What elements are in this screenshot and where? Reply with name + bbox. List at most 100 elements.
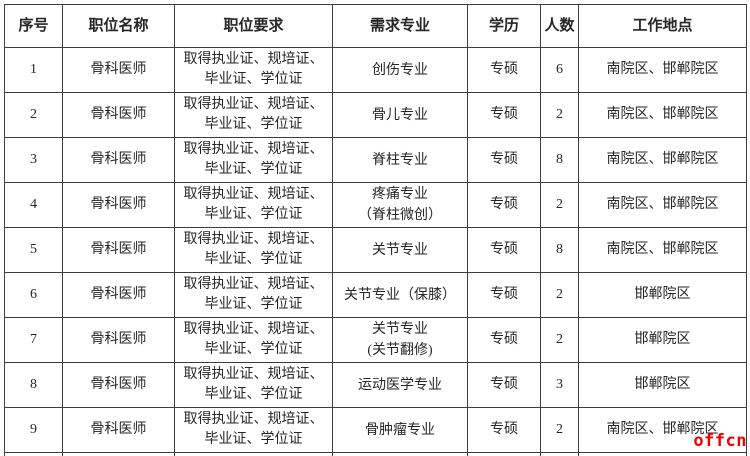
cell-seq: 5 [4,227,63,273]
header-seq: 序号 [4,4,63,48]
cell-major: 关节专业 [332,227,468,273]
cell-location: 邯郸院区 [578,362,747,408]
header-location: 工作地点 [578,4,747,48]
cell-title: 骨科医师 [62,227,175,273]
table-row: 3 骨科医师 取得执业证、规培证、毕业证、学位证 脊柱专业 专硕 8 南院区、邯郸院区 [4,137,747,183]
cell-title: 骨科医师 [62,272,175,318]
cell-location: 南院区、邯郸院区 [578,407,747,453]
partial-cell [4,452,63,456]
cell-seq: 8 [4,362,63,408]
partial-row [4,452,747,456]
table-row: 2 骨科医师 取得执业证、规培证、毕业证、学位证 骨儿专业 专硕 2 南院区、邯郸院区 [4,92,747,138]
header-major: 需求专业 [332,4,468,48]
table-row: 9 骨科医师 取得执业证、规培证、毕业证、学位证 骨肿瘤专业 专硕 2 南院区、邯郸院区 [4,407,747,453]
major-line: （脊柱微创） [358,208,442,223]
header-title: 职位名称 [62,4,175,48]
cell-degree: 专硕 [467,272,541,318]
cell-title: 骨科医师 [62,92,175,138]
cell-location: 南院区、邯郸院区 [578,182,747,228]
cell-location: 南院区、邯郸院区 [578,227,747,273]
cell-seq: 3 [4,137,63,183]
cell-count: 2 [540,317,579,363]
cell-major: 运动医学专业 [332,362,468,408]
cell-count: 6 [540,47,579,93]
table-row: 4 骨科医师 取得执业证、规培证、毕业证、学位证 疼痛专业 （脊柱微创） 专硕 2 南院区、邯… [4,182,747,228]
cell-requirement: 取得执业证、规培证、毕业证、学位证 [174,317,333,363]
cell-degree: 专硕 [467,362,541,408]
cell-degree: 专硕 [467,182,541,228]
job-positions-table: 序号 职位名称 职位要求 需求专业 学历 人数 工作地点 1 骨科医师 取得执业证、… [4,4,747,456]
cell-title: 骨科医师 [62,407,175,453]
cell-major: 骨肿瘤专业 [332,407,468,453]
header-count: 人数 [540,4,579,48]
cell-seq: 7 [4,317,63,363]
cell-degree: 专硕 [467,47,541,93]
partial-cell [174,452,333,456]
cell-title: 骨科医师 [62,182,175,228]
cell-major: 疼痛专业 （脊柱微创） [332,182,468,228]
cell-requirement: 取得执业证、规培证、毕业证、学位证 [174,407,333,453]
partial-cell [62,452,175,456]
cell-location: 邯郸院区 [578,272,747,318]
major-line: 疼痛专业 [372,187,428,202]
cell-seq: 2 [4,92,63,138]
major-line: 脊柱专业 [372,152,428,168]
major-line: 关节专业 [372,242,428,258]
cell-location: 南院区、邯郸院区 [578,47,747,93]
cell-seq: 4 [4,182,63,228]
cell-location: 南院区、邯郸院区 [578,92,747,138]
header-requirement: 职位要求 [174,4,333,48]
cell-location: 南院区、邯郸院区 [578,137,747,183]
major-line: 骨儿专业 [372,107,428,123]
partial-cell [467,452,541,456]
cell-major: 关节专业 (关节翻修) [332,317,468,363]
cell-requirement: 取得执业证、规培证、毕业证、学位证 [174,92,333,138]
cell-title: 骨科医师 [62,362,175,408]
table-row: 1 骨科医师 取得执业证、规培证、毕业证、学位证 创伤专业 专硕 6 南院区、邯郸院区 [4,47,747,93]
cell-degree: 专硕 [467,407,541,453]
table-row: 7 骨科医师 取得执业证、规培证、毕业证、学位证 关节专业 (关节翻修) 专硕 2 邯郸院区 [4,317,747,363]
cell-title: 骨科医师 [62,137,175,183]
cell-major: 骨儿专业 [332,92,468,138]
header-row: 序号 职位名称 职位要求 需求专业 学历 人数 工作地点 [4,4,747,48]
cell-count: 3 [540,362,579,408]
cell-seq: 1 [4,47,63,93]
cell-major: 关节专业（保膝） [332,272,468,318]
major-line: 关节专业（保膝） [344,287,456,303]
cell-requirement: 取得执业证、规培证、毕业证、学位证 [174,182,333,228]
cell-degree: 专硕 [467,137,541,183]
cell-count: 2 [540,272,579,318]
cell-count: 2 [540,182,579,228]
cell-degree: 专硕 [467,92,541,138]
cell-degree: 专硕 [467,317,541,363]
cell-requirement: 取得执业证、规培证、毕业证、学位证 [174,47,333,93]
cell-seq: 6 [4,272,63,318]
major-line: 关节专业 [372,322,428,337]
cell-requirement: 取得执业证、规培证、毕业证、学位证 [174,272,333,318]
cell-major: 脊柱专业 [332,137,468,183]
partial-cell [578,452,747,456]
table-row: 6 骨科医师 取得执业证、规培证、毕业证、学位证 关节专业（保膝） 专硕 2 邯郸院区 [4,272,747,318]
header-degree: 学历 [467,4,541,48]
offcn-watermark: offcn [693,431,747,451]
cell-major: 创伤专业 [332,47,468,93]
cell-title: 骨科医师 [62,317,175,363]
cell-seq: 9 [4,407,63,453]
major-line: 运动医学专业 [358,377,442,393]
table-body: 1 骨科医师 取得执业证、规培证、毕业证、学位证 创伤专业 专硕 6 南院区、邯郸院区 2 骨科… [4,47,747,456]
cell-count: 8 [540,137,579,183]
cell-location: 邯郸院区 [578,317,747,363]
cell-count: 2 [540,407,579,453]
partial-cell [332,452,468,456]
partial-cell [540,452,579,456]
cell-count: 2 [540,92,579,138]
cell-degree: 专硕 [467,227,541,273]
table-header: 序号 职位名称 职位要求 需求专业 学历 人数 工作地点 [4,4,747,48]
table-row: 5 骨科医师 取得执业证、规培证、毕业证、学位证 关节专业 专硕 8 南院区、邯郸院区 [4,227,747,273]
cell-requirement: 取得执业证、规培证、毕业证、学位证 [174,362,333,408]
cell-requirement: 取得执业证、规培证、毕业证、学位证 [174,227,333,273]
major-line: 创伤专业 [372,62,428,78]
major-line: (关节翻修) [367,343,433,358]
cell-count: 8 [540,227,579,273]
